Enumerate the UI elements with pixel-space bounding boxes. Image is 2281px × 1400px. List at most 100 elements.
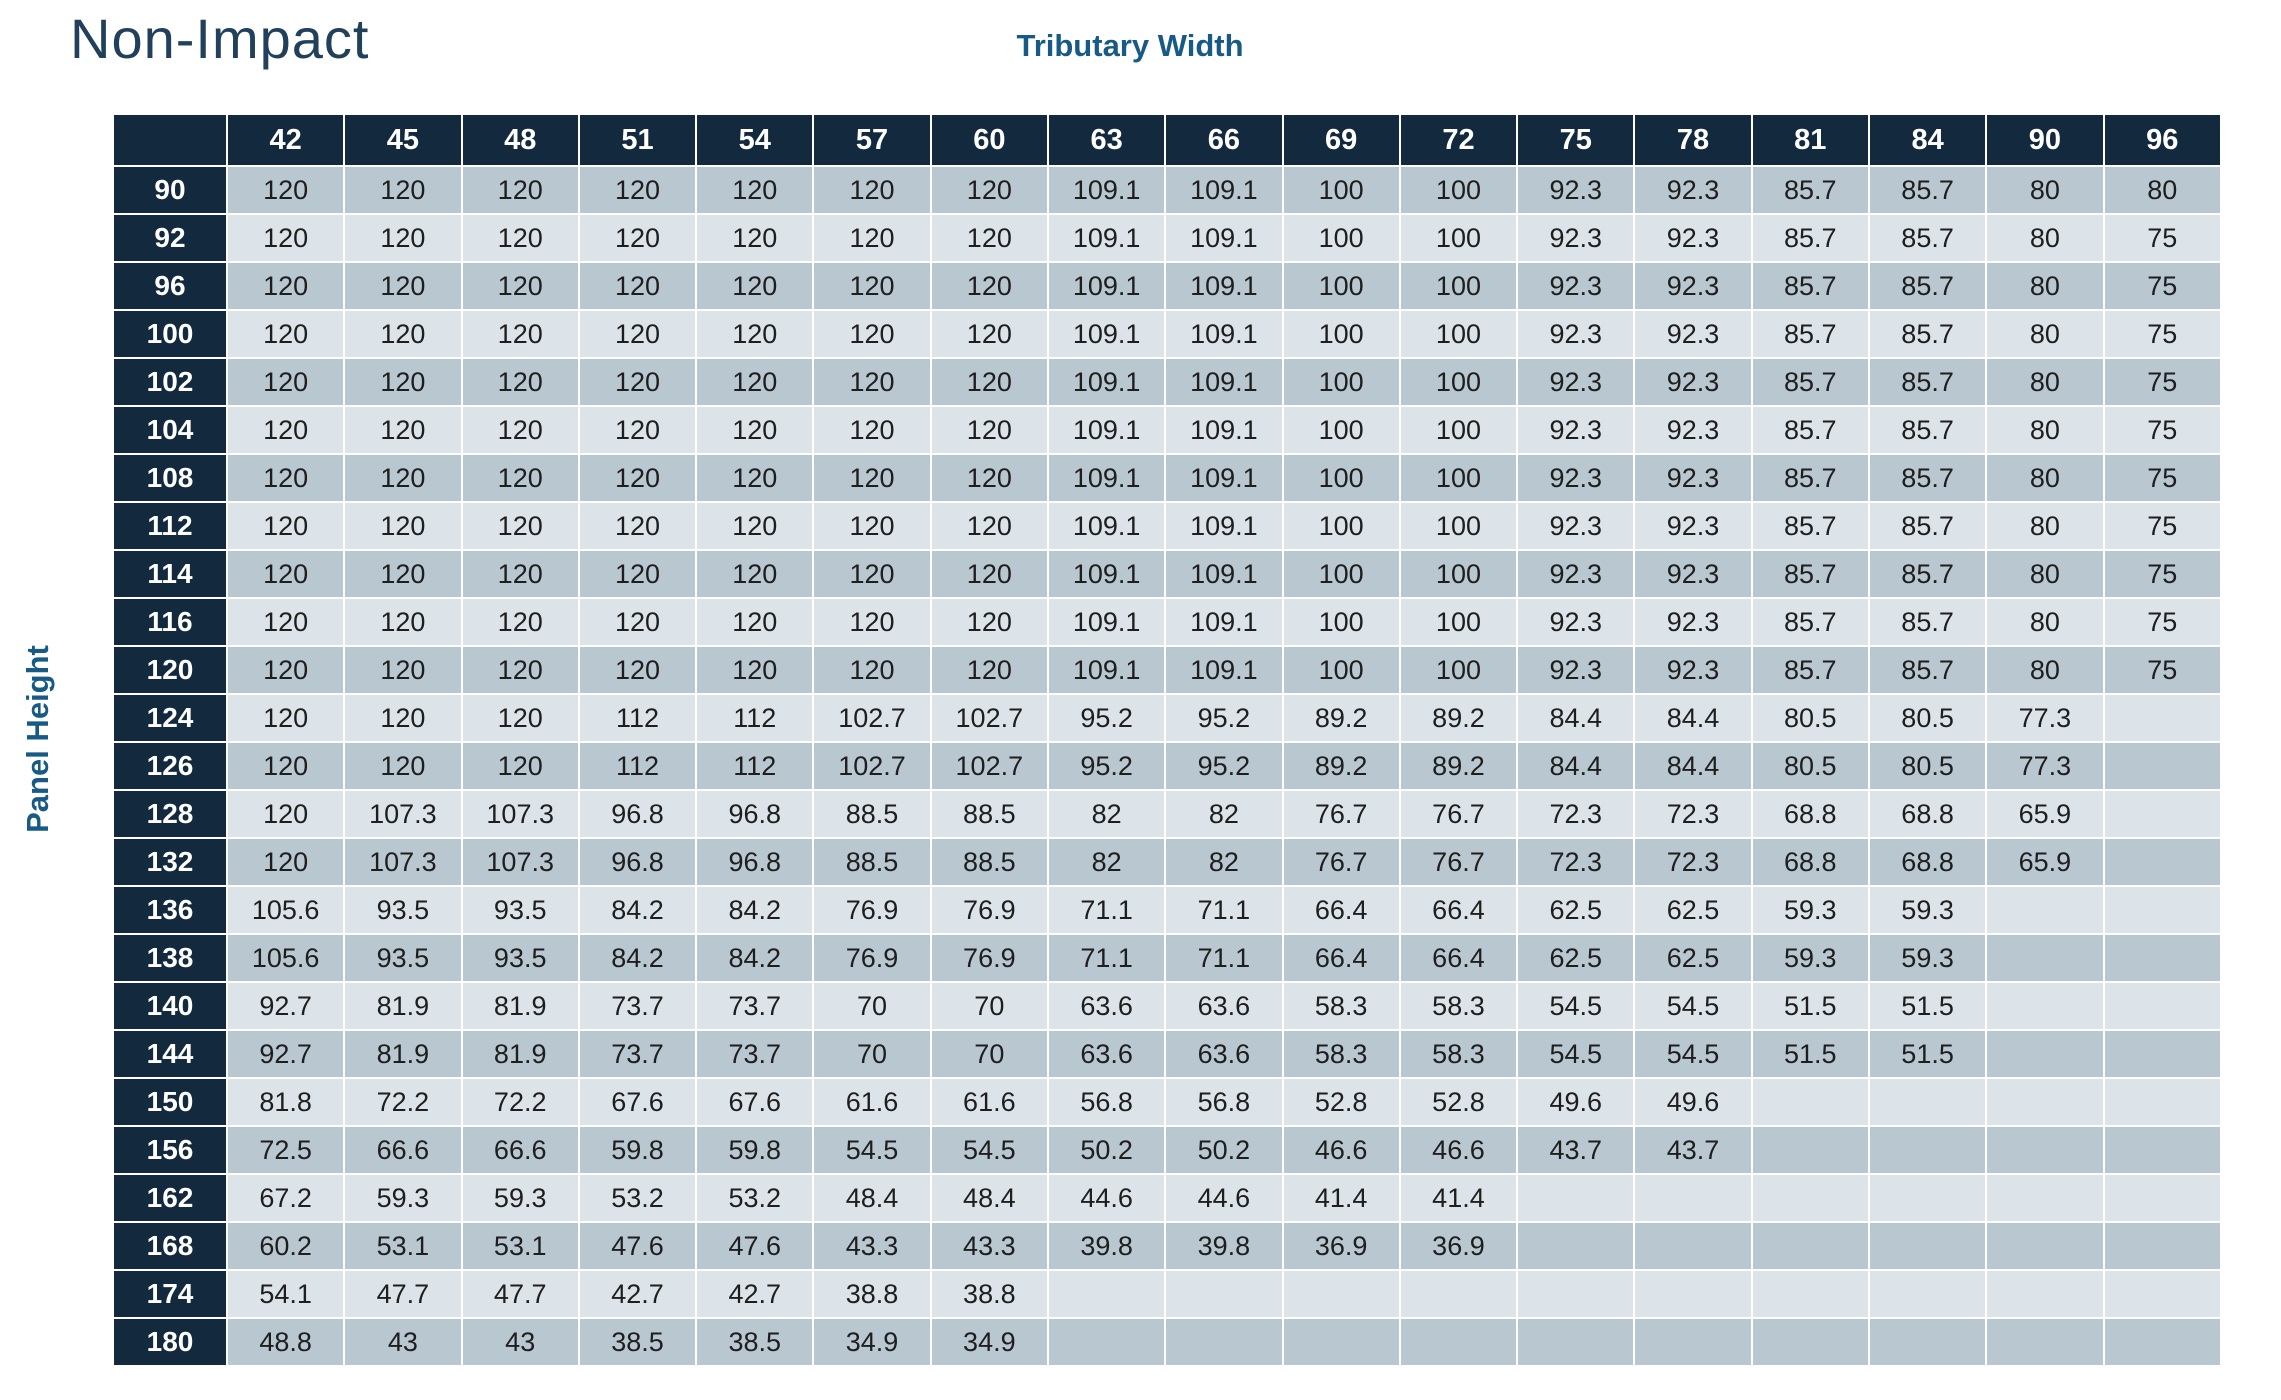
table-cell: 54.5: [1635, 1031, 1751, 1077]
table-row-90: 90 120 120 120 120 120 120 120 109.1 109.1 100 100 9…: [114, 167, 2220, 213]
row-header-92: 92: [114, 215, 226, 261]
table-cell: 109.1: [1048, 359, 1165, 405]
table-cell: 120: [931, 407, 1047, 453]
table-cell: 75: [2104, 455, 2220, 501]
table-row-144: 144 92.7 81.9 81.9 73.7 73.7 70 70 63.6 63.6 58.3 5…: [114, 1031, 2220, 1077]
table-cell: 38.8: [814, 1271, 930, 1317]
table-cell: 92.3: [1635, 359, 1751, 405]
table-cell: 85.7: [1752, 503, 1868, 549]
table-cell: 65.9: [1987, 791, 2103, 837]
table-cell: 120: [579, 551, 696, 597]
table-cell: 85.7: [1752, 647, 1868, 693]
table-cell: 50.2: [1048, 1127, 1165, 1173]
table-cell: 120: [814, 215, 930, 261]
table-cell: [1752, 1319, 1868, 1365]
table-cell: 58.3: [1400, 983, 1517, 1029]
table-cell: 75: [2104, 263, 2220, 309]
table-cell: 120: [345, 503, 461, 549]
table-cell: [1400, 1271, 1517, 1317]
table-cell: 80: [1987, 263, 2103, 309]
table-cell: [2104, 1223, 2220, 1269]
table-cell: 47.7: [462, 1271, 578, 1317]
table-cell: 120: [814, 167, 930, 213]
table-cell: 95.2: [1166, 743, 1282, 789]
table-cell: 80: [1987, 167, 2103, 213]
table-cell: 82: [1166, 791, 1282, 837]
table-cell: 120: [814, 551, 930, 597]
table-row-124: 124 120 120 120 112 112 102.7 102.7 95.2 95.2 89.2…: [114, 695, 2220, 741]
table-cell: 72.3: [1518, 791, 1634, 837]
row-header-162: 162: [114, 1175, 226, 1221]
table-cell: 71.1: [1048, 887, 1165, 933]
table-cell: 85.7: [1752, 599, 1868, 645]
table-cell: 42.7: [697, 1271, 813, 1317]
table-cell: 71.1: [1166, 935, 1282, 981]
table-cell: [2104, 935, 2220, 981]
table-cell: 73.7: [579, 1031, 696, 1077]
table-cell: 84.4: [1518, 695, 1634, 741]
table-cell: 85.7: [1752, 359, 1868, 405]
table-cell: 80: [2104, 167, 2220, 213]
table-cell: [1987, 1223, 2103, 1269]
table-cell: 82: [1166, 839, 1282, 885]
table-cell: 49.6: [1518, 1079, 1634, 1125]
table-cell: 81.8: [228, 1079, 344, 1125]
table-cell: 85.7: [1869, 551, 1986, 597]
table-row-100: 100 120 120 120 120 120 120 120 109.1 109.1 100 100…: [114, 311, 2220, 357]
table-cell: [1048, 1271, 1165, 1317]
table-cell: 120: [931, 359, 1047, 405]
table-cell: 120: [462, 359, 578, 405]
column-header-57: 57: [814, 115, 930, 165]
table-cell: 43: [345, 1319, 461, 1365]
table-cell: 47.7: [345, 1271, 461, 1317]
column-header-60: 60: [931, 115, 1047, 165]
row-header-180: 180: [114, 1319, 226, 1365]
table-cell: [1166, 1319, 1282, 1365]
table-row-140: 140 92.7 81.9 81.9 73.7 73.7 70 70 63.6 63.6 58.3 5…: [114, 983, 2220, 1029]
table-cell: 120: [345, 743, 461, 789]
table-cell: 120: [462, 167, 578, 213]
table-cell: 84.2: [697, 887, 813, 933]
table-cell: 76.7: [1400, 839, 1517, 885]
table-cell: 75: [2104, 503, 2220, 549]
table-cell: 120: [462, 215, 578, 261]
table-cell: 120: [579, 311, 696, 357]
table-cell: 120: [814, 599, 930, 645]
table-cell: 96.8: [697, 839, 813, 885]
table-cell: 43.7: [1635, 1127, 1751, 1173]
table-cell: 120: [345, 311, 461, 357]
table-cell: 100: [1400, 407, 1517, 453]
table-cell: 47.6: [697, 1223, 813, 1269]
table-cell: 56.8: [1166, 1079, 1282, 1125]
table-cell: [2104, 1031, 2220, 1077]
table-cell: 76.9: [814, 887, 930, 933]
table-cell: 85.7: [1752, 215, 1868, 261]
table-cell: 120: [462, 743, 578, 789]
table-cell: 76.7: [1283, 839, 1399, 885]
table-cell: [1869, 1175, 1986, 1221]
table-row-174: 174 54.1 47.7 47.7 42.7 42.7 38.8 38.8: [114, 1271, 2220, 1317]
table-cell: 85.7: [1869, 215, 1986, 261]
column-header-54: 54: [697, 115, 813, 165]
row-header-120: 120: [114, 647, 226, 693]
table-cell: 68.8: [1869, 839, 1986, 885]
table-cell: 75: [2104, 599, 2220, 645]
table-cell: 120: [228, 743, 344, 789]
table-cell: 49.6: [1635, 1079, 1751, 1125]
table-cell: 59.3: [1752, 887, 1868, 933]
table-cell: 53.1: [345, 1223, 461, 1269]
table-cell: 34.9: [931, 1319, 1047, 1365]
table-cell: 80: [1987, 599, 2103, 645]
table-cell: 66.4: [1283, 935, 1399, 981]
table-cell: 85.7: [1752, 551, 1868, 597]
table-cell: 120: [345, 167, 461, 213]
table-cell: 61.6: [814, 1079, 930, 1125]
table-cell: 92.3: [1518, 359, 1634, 405]
table-cell: 80: [1987, 215, 2103, 261]
table-cell: 42.7: [579, 1271, 696, 1317]
table-cell: 85.7: [1869, 359, 1986, 405]
table-cell: 109.1: [1166, 647, 1282, 693]
table-cell: 89.2: [1400, 695, 1517, 741]
table-cell: 100: [1283, 263, 1399, 309]
